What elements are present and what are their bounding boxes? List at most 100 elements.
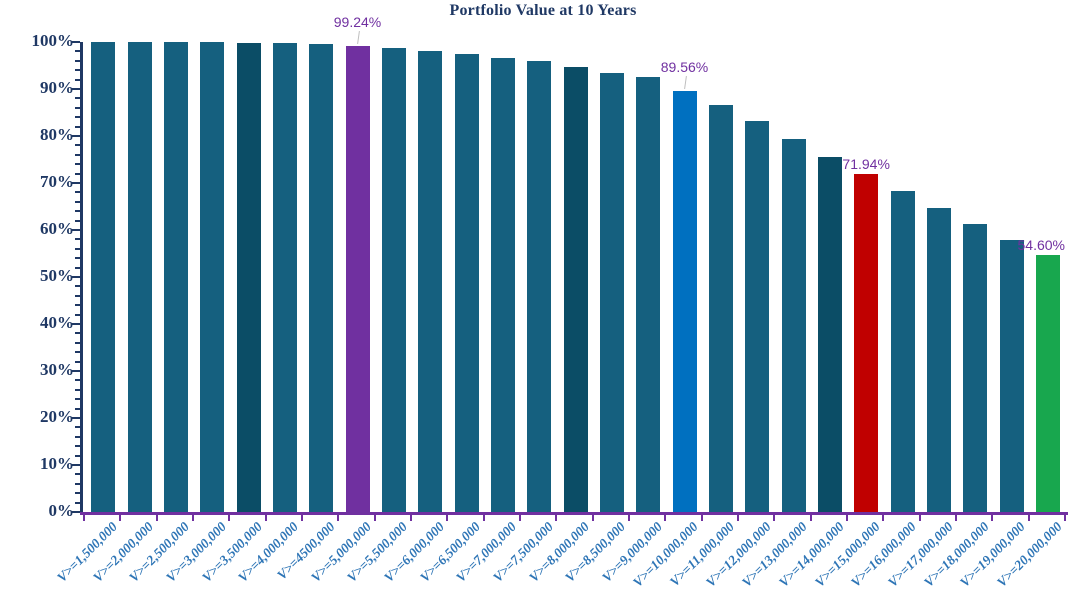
x-tick bbox=[591, 512, 594, 521]
bar-14 bbox=[563, 66, 588, 512]
y-major-tick bbox=[72, 135, 80, 137]
x-tick bbox=[301, 512, 303, 521]
y-minor-tick bbox=[75, 200, 80, 203]
y-minor-tick bbox=[75, 482, 80, 485]
y-major-tick bbox=[72, 41, 80, 43]
y-minor-tick bbox=[75, 379, 80, 382]
y-minor-tick bbox=[75, 332, 80, 335]
y-major-tick bbox=[72, 276, 80, 278]
y-minor-tick bbox=[75, 388, 80, 391]
x-tick bbox=[555, 512, 558, 521]
x-axis-line bbox=[80, 512, 1068, 515]
bar-17 bbox=[672, 91, 697, 512]
data-label: 54.60% bbox=[1017, 237, 1065, 254]
y-tick-label: 10% bbox=[40, 454, 74, 473]
y-minor-tick bbox=[75, 59, 80, 62]
x-tick bbox=[192, 512, 194, 521]
bar-20 bbox=[781, 138, 806, 512]
y-minor-tick bbox=[75, 106, 80, 109]
y-minor-tick bbox=[75, 144, 80, 147]
bar-22 bbox=[854, 173, 879, 512]
y-minor-tick bbox=[75, 172, 80, 175]
y-axis-line bbox=[80, 42, 83, 515]
y-minor-tick bbox=[75, 257, 80, 260]
chart-title: Portfolio Value at 10 Years bbox=[449, 2, 637, 19]
data-label: 99.24% bbox=[333, 13, 382, 30]
y-tick-label: 40% bbox=[40, 313, 74, 332]
bar-19 bbox=[745, 120, 770, 512]
data-label: 89.56% bbox=[660, 59, 709, 76]
leader-line bbox=[356, 30, 360, 44]
y-minor-tick bbox=[75, 219, 80, 222]
x-tick bbox=[737, 512, 739, 521]
bar-13 bbox=[527, 60, 552, 512]
x-tick bbox=[1027, 512, 1030, 521]
x-tick bbox=[664, 512, 667, 521]
y-minor-tick bbox=[75, 69, 80, 72]
x-tick-label: V>=20,000,000 bbox=[993, 519, 1065, 590]
y-minor-tick bbox=[75, 50, 80, 53]
x-tick bbox=[1064, 512, 1066, 521]
y-minor-tick bbox=[75, 304, 80, 307]
bar-11 bbox=[454, 53, 479, 512]
y-tick-label: 20% bbox=[40, 407, 74, 426]
bar-2 bbox=[127, 42, 152, 512]
y-major-tick bbox=[72, 182, 80, 184]
x-tick bbox=[809, 512, 812, 521]
x-tick bbox=[119, 512, 122, 521]
y-major-tick bbox=[72, 229, 80, 231]
bar-8 bbox=[345, 45, 370, 512]
y-minor-tick bbox=[75, 116, 80, 119]
bar-5 bbox=[236, 42, 261, 512]
y-minor-tick bbox=[75, 97, 80, 100]
bar-10 bbox=[418, 50, 443, 512]
x-tick bbox=[83, 512, 85, 521]
y-minor-tick bbox=[75, 125, 80, 128]
y-minor-tick bbox=[75, 426, 80, 429]
y-minor-tick bbox=[75, 313, 80, 316]
x-tick bbox=[373, 512, 376, 521]
bar-18 bbox=[708, 104, 733, 512]
bar-25 bbox=[963, 223, 988, 512]
bar-3 bbox=[163, 42, 188, 512]
y-major-tick bbox=[72, 88, 80, 90]
y-minor-tick bbox=[75, 266, 80, 269]
y-minor-tick bbox=[75, 501, 80, 504]
bar-7 bbox=[309, 44, 334, 512]
y-tick-label: 70% bbox=[40, 172, 74, 191]
x-tick bbox=[846, 512, 848, 521]
y-tick-label: 80% bbox=[40, 125, 74, 144]
bar-6 bbox=[272, 43, 297, 512]
y-minor-tick bbox=[75, 473, 80, 476]
x-tick bbox=[228, 512, 231, 521]
y-tick-label: 100% bbox=[31, 31, 75, 50]
y-minor-tick bbox=[75, 360, 80, 363]
bar-12 bbox=[490, 57, 515, 512]
x-tick bbox=[519, 512, 521, 521]
bar-21 bbox=[817, 156, 842, 512]
y-minor-tick bbox=[75, 351, 80, 354]
y-minor-tick bbox=[75, 163, 80, 166]
x-tick bbox=[155, 512, 158, 521]
x-tick bbox=[482, 512, 485, 521]
y-minor-tick bbox=[75, 407, 80, 410]
y-minor-tick bbox=[75, 445, 80, 448]
x-tick bbox=[410, 512, 412, 521]
x-tick bbox=[700, 512, 703, 521]
y-minor-tick bbox=[75, 435, 80, 438]
bar-23 bbox=[890, 190, 915, 512]
y-minor-tick bbox=[75, 78, 80, 81]
y-major-tick bbox=[72, 464, 80, 466]
data-label: 71.94% bbox=[842, 155, 890, 172]
bar-15 bbox=[599, 73, 624, 512]
y-minor-tick bbox=[75, 285, 80, 288]
y-minor-tick bbox=[75, 247, 80, 250]
y-minor-tick bbox=[75, 492, 80, 495]
y-minor-tick bbox=[75, 153, 80, 156]
y-tick-label: 90% bbox=[40, 78, 74, 97]
y-tick-label: 60% bbox=[40, 219, 74, 238]
bar-24 bbox=[926, 207, 951, 512]
y-minor-tick bbox=[75, 454, 80, 457]
x-tick bbox=[264, 512, 267, 521]
y-major-tick bbox=[72, 417, 80, 419]
